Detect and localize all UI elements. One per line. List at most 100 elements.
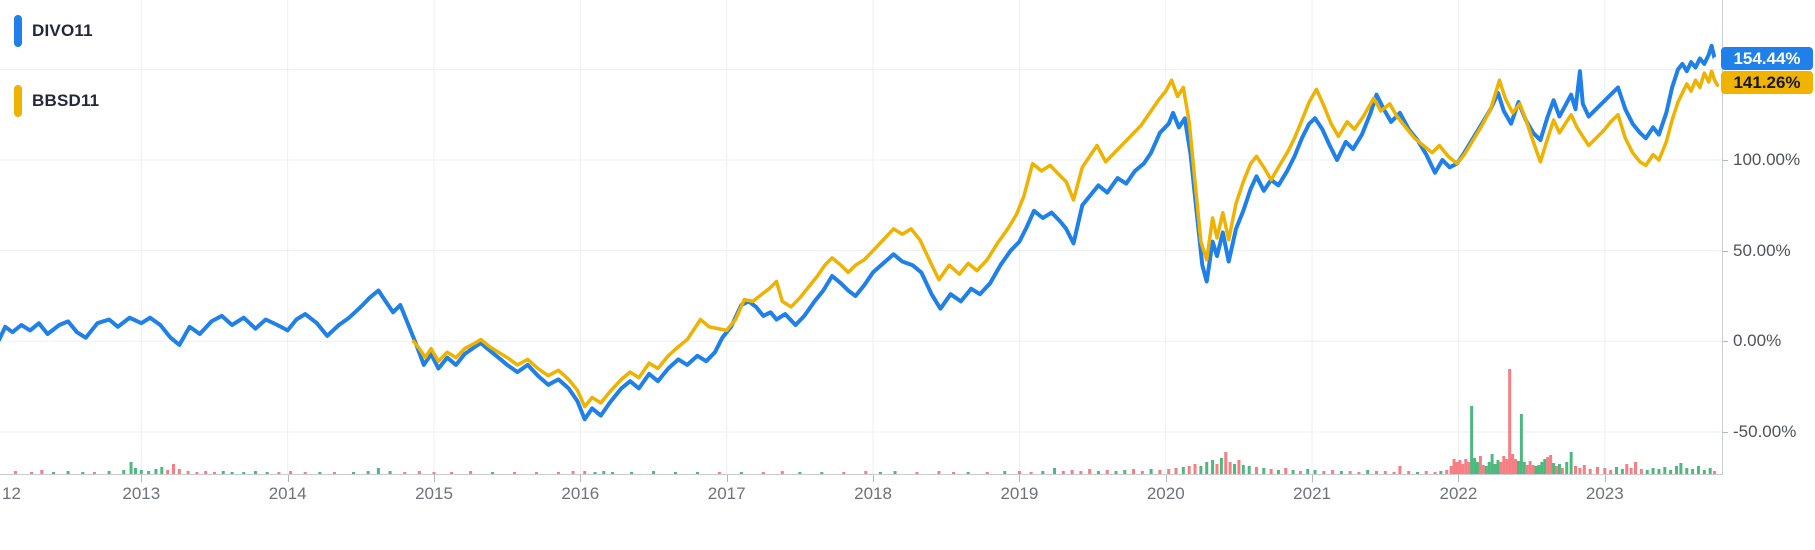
volume-bar <box>432 472 436 474</box>
volume-bar <box>1445 470 1449 474</box>
time-axis[interactable]: 12 2013 2014 2015 2016 2017 2018 2019 2020 2021 20… <box>0 474 1722 550</box>
y-axis-label: 50.00% <box>1733 240 1791 260</box>
volume-bar <box>129 462 133 474</box>
volume-bar <box>265 472 269 474</box>
x-axis-tick <box>141 475 143 482</box>
volume-bar <box>1415 472 1419 474</box>
volume-bar <box>1651 468 1655 474</box>
volume-bar <box>1174 468 1178 474</box>
volume-bar <box>1114 471 1118 474</box>
volume-bar <box>1167 469 1171 474</box>
volume-bar <box>366 471 370 474</box>
volume-bar <box>1247 466 1251 474</box>
volume-bar <box>1041 471 1045 474</box>
y-axis-tick <box>1723 341 1728 343</box>
volume-bar <box>1313 470 1317 474</box>
series-line-divo11[interactable] <box>0 43 1720 422</box>
volume-bar <box>1181 467 1185 474</box>
x-axis-label: 2016 <box>561 484 600 503</box>
x-axis-tick <box>287 475 289 482</box>
x-axis-tick <box>1312 475 1314 482</box>
chart-canvas[interactable] <box>0 0 1722 550</box>
volume-bar <box>221 471 225 474</box>
x-axis-label: 2023 <box>1585 484 1624 503</box>
volume-bar <box>864 471 868 474</box>
volume-bar <box>253 471 257 474</box>
volume-bar <box>1017 471 1021 474</box>
volume-bar <box>195 472 199 474</box>
volume-bar <box>1061 471 1065 474</box>
volume-bar <box>204 471 208 474</box>
x-axis-label: 2013 <box>122 484 161 503</box>
volume-bar <box>1555 466 1559 474</box>
legend-label-divo11: DIVO11 <box>32 21 93 40</box>
volume-bar <box>1374 471 1378 474</box>
volume-bar <box>985 472 989 474</box>
volume-bar <box>1484 466 1488 474</box>
volume-bar <box>1029 472 1033 474</box>
volume-bar <box>1211 460 1215 474</box>
volume-bar <box>1470 406 1474 474</box>
volume-bar <box>1543 459 1547 474</box>
y-axis-tick <box>1723 250 1728 252</box>
volume-bar <box>695 472 699 474</box>
volume-bar <box>1552 463 1556 474</box>
volume-bar <box>1306 469 1310 474</box>
x-axis-label: 2014 <box>268 484 307 503</box>
volume-bar <box>1508 369 1512 474</box>
volume-bar <box>1096 471 1100 474</box>
volume-bar <box>1284 468 1288 474</box>
volume-bar <box>1696 466 1700 474</box>
volume-bar <box>277 472 281 474</box>
volume-bar <box>1528 461 1532 474</box>
x-axis-label: 2022 <box>1439 484 1478 503</box>
x-axis-label: 2021 <box>1293 484 1332 503</box>
series-line-bbsd11[interactable] <box>411 69 1720 409</box>
volume-bar <box>177 469 181 474</box>
volume-bar <box>1237 460 1241 474</box>
volume-bar <box>842 472 846 474</box>
volume-bar <box>1505 459 1509 474</box>
volume-bar <box>1490 454 1494 474</box>
volume-bar <box>1331 470 1335 474</box>
volume-bar <box>1070 470 1074 474</box>
volume-bar <box>1339 471 1343 474</box>
volume-bar <box>1455 462 1459 474</box>
bbsd11-color-swatch-icon <box>14 85 22 117</box>
volume-bar <box>1511 454 1515 474</box>
volume-bar <box>1475 462 1479 474</box>
volume-bar <box>512 472 516 474</box>
x-axis-tick <box>726 475 728 482</box>
volume-bar <box>571 471 575 474</box>
volume-bar <box>1088 469 1092 474</box>
volume-bar <box>1228 462 1232 474</box>
x-axis-label: 12 <box>2 484 21 503</box>
volume-bar <box>1496 460 1500 474</box>
volume-bar <box>1557 464 1561 474</box>
volume-bar <box>1219 458 1223 474</box>
volume-bar <box>611 472 615 474</box>
legend-item-bbsd11[interactable]: BBSD11 <box>14 84 99 118</box>
y-axis-tick <box>1723 431 1728 433</box>
volume-bar <box>303 472 307 474</box>
volume-bar <box>1224 452 1228 474</box>
volume-bar <box>1578 468 1582 474</box>
x-axis-tick <box>1458 475 1460 482</box>
volume-bar <box>1398 466 1402 474</box>
legend-item-divo11[interactable]: DIVO11 <box>14 14 99 48</box>
volume-bar <box>556 472 560 474</box>
volume-bar <box>1193 464 1197 474</box>
volume-bar <box>1493 464 1497 474</box>
volume-bar <box>1473 458 1477 474</box>
volume-bar <box>1588 469 1592 474</box>
x-axis-label: 2015 <box>415 484 453 503</box>
volume-bar <box>593 472 597 474</box>
volume-bar <box>388 471 392 474</box>
volume-bar <box>1691 469 1695 474</box>
volume-bar <box>92 472 96 474</box>
volume-bar <box>122 470 126 474</box>
volume-bar <box>1452 459 1456 474</box>
volume-bar <box>171 464 175 474</box>
volume-bar <box>289 471 293 474</box>
